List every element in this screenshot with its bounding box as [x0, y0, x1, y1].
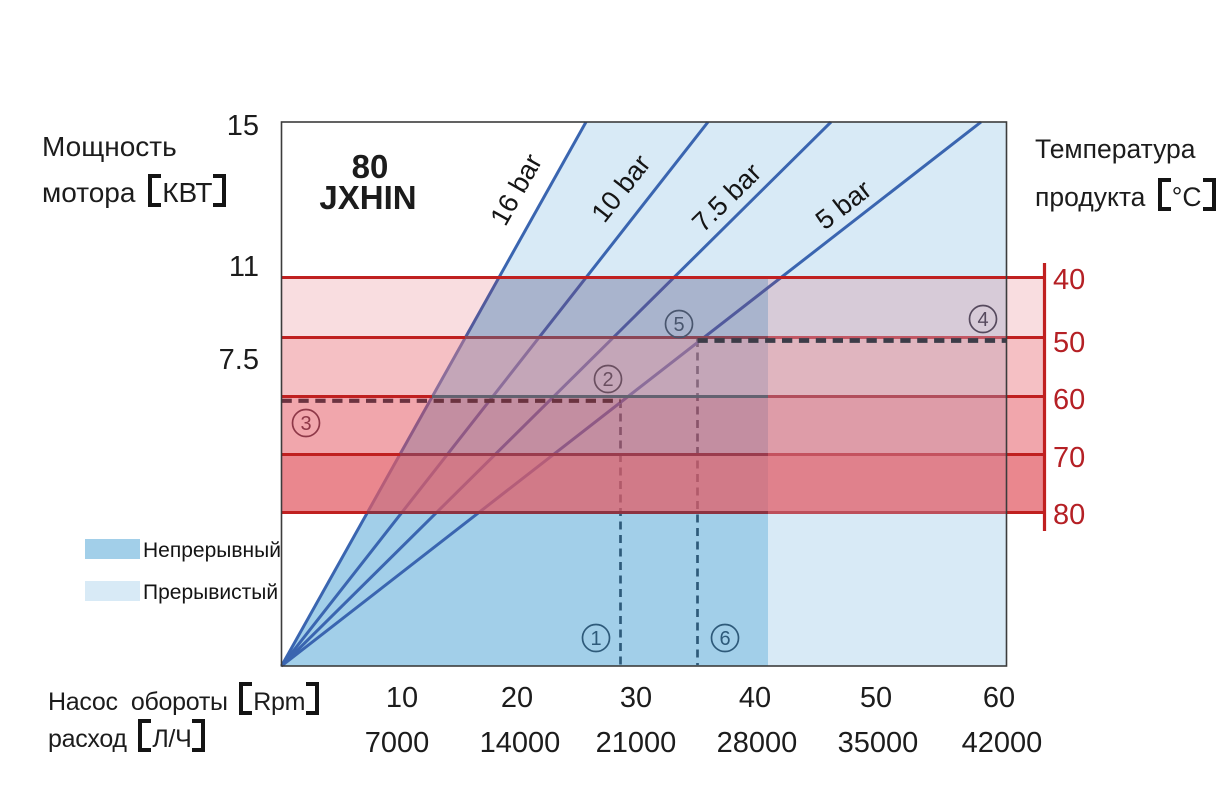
svg-text:15: 15	[227, 110, 259, 142]
svg-text:50: 50	[860, 682, 892, 714]
svg-text:40: 40	[739, 682, 771, 714]
svg-text:21000: 21000	[596, 727, 677, 759]
svg-text:11: 11	[229, 251, 259, 283]
svg-text:4: 4	[977, 309, 988, 331]
svg-text:80: 80	[1053, 499, 1085, 531]
svg-text:7000: 7000	[365, 727, 430, 759]
svg-text:14000: 14000	[480, 727, 561, 759]
svg-text:42000: 42000	[962, 727, 1043, 759]
svg-text:Прерывистый: Прерывистый	[143, 581, 278, 604]
svg-text:60: 60	[1053, 384, 1085, 416]
svg-text:1: 1	[590, 628, 601, 650]
svg-text:3: 3	[300, 413, 311, 435]
svg-text:10: 10	[386, 682, 418, 714]
svg-text:60: 60	[983, 682, 1015, 714]
svg-text:20: 20	[501, 682, 533, 714]
svg-text:JXHIN: JXHIN	[319, 179, 416, 216]
svg-text:2: 2	[602, 369, 613, 391]
svg-text:5: 5	[673, 314, 684, 336]
svg-text:70: 70	[1053, 442, 1085, 474]
svg-text:80: 80	[352, 148, 389, 185]
svg-text:35000: 35000	[838, 727, 919, 759]
svg-text:Непрерывный: Непрерывный	[143, 539, 281, 562]
svg-text:50: 50	[1053, 327, 1085, 359]
svg-text:7.5: 7.5	[219, 344, 259, 376]
svg-text:40: 40	[1053, 264, 1085, 296]
svg-text:30: 30	[620, 682, 652, 714]
svg-text:28000: 28000	[717, 727, 798, 759]
svg-text:6: 6	[719, 628, 730, 650]
